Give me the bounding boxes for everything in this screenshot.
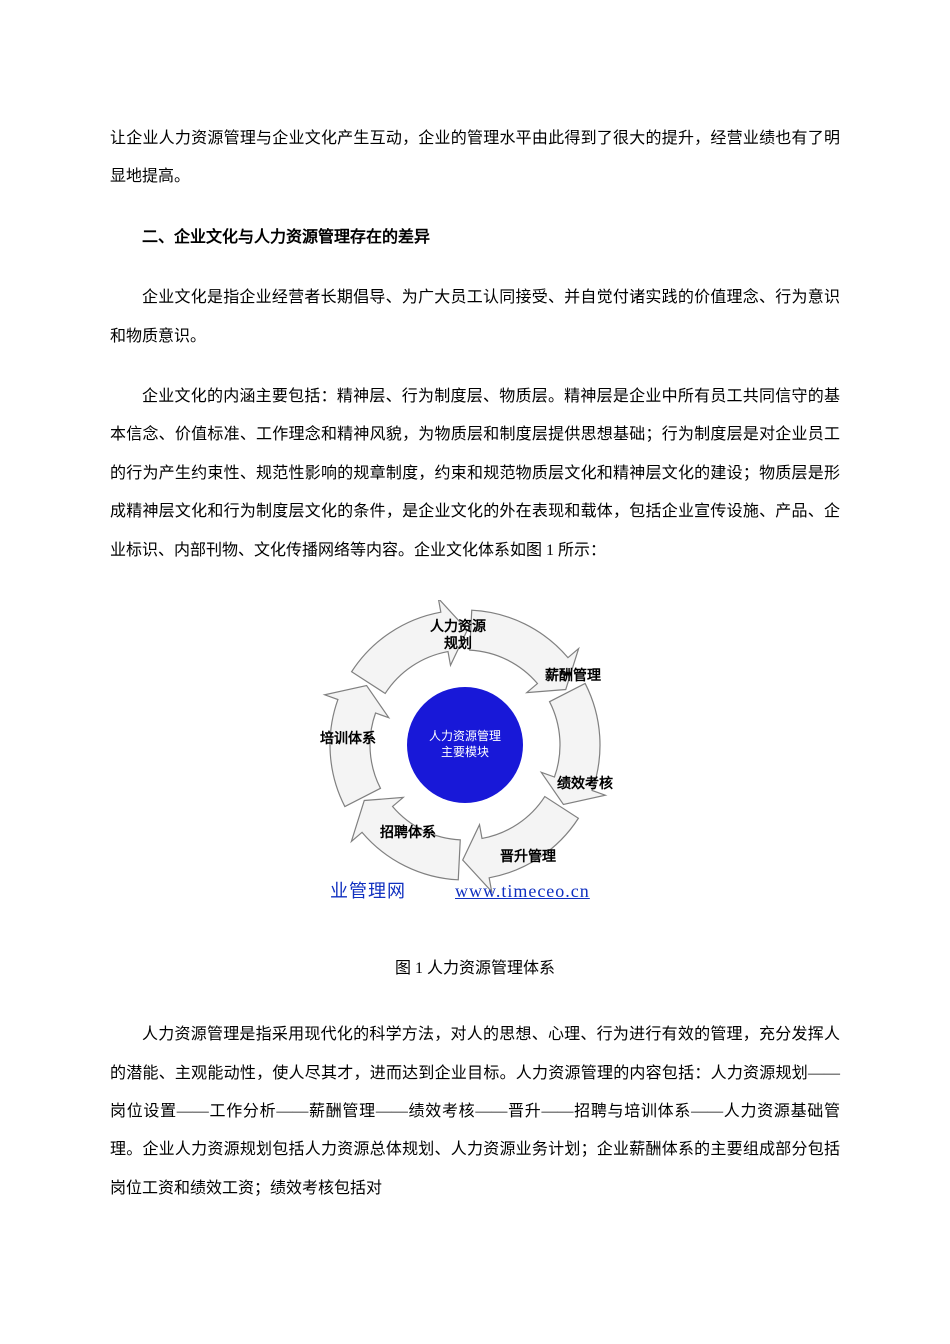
heading-2: 二、企业文化与人力资源管理存在的差异 (110, 219, 840, 257)
cycle-node-label-3: 晋升管理 (500, 848, 556, 865)
cycle-node-label-5: 培训体系 (320, 730, 376, 747)
cycle-node-label-2: 绩效考核 (557, 775, 613, 792)
figure-footer-left: 业管理网 (330, 870, 406, 913)
center-label: 人力资源管理主要模块 (420, 729, 510, 760)
figure-footer-right: www.timeceo.cn (455, 870, 590, 913)
figure-caption: 图 1 人力资源管理体系 (110, 950, 840, 988)
cycle-node-label-4: 招聘体系 (380, 824, 436, 841)
cycle-diagram: 人力资源管理主要模块 人力资源规划薪酬管理绩效考核晋升管理 招聘体系 培训体系业管理网… (275, 600, 675, 920)
cycle-node-label-0: 人力资源规划 (430, 618, 486, 652)
paragraph-3: 企业文化的内涵主要包括：精神层、行为制度层、物质层。精神层是企业中所有员工共同信… (110, 378, 840, 570)
center-label-line2: 主要模块 (420, 745, 510, 761)
paragraph-1: 让企业人力资源管理与企业文化产生互动，企业的管理水平由此得到了很大的提升，经营业… (110, 120, 840, 197)
cycle-node-label-1: 薪酬管理 (545, 667, 601, 684)
figure-container: 人力资源管理主要模块 人力资源规划薪酬管理绩效考核晋升管理 招聘体系 培训体系业管理网… (110, 600, 840, 920)
paragraph-2: 企业文化是指企业经营者长期倡导、为广大员工认同接受、并自觉付诸实践的价值理念、行… (110, 279, 840, 356)
center-label-line1: 人力资源管理 (420, 729, 510, 745)
paragraph-4: 人力资源管理是指采用现代化的科学方法，对人的思想、心理、行为进行有效的管理，充分… (110, 1016, 840, 1208)
document-page: 让企业人力资源管理与企业文化产生互动，企业的管理水平由此得到了很大的提升，经营业… (0, 0, 950, 1290)
